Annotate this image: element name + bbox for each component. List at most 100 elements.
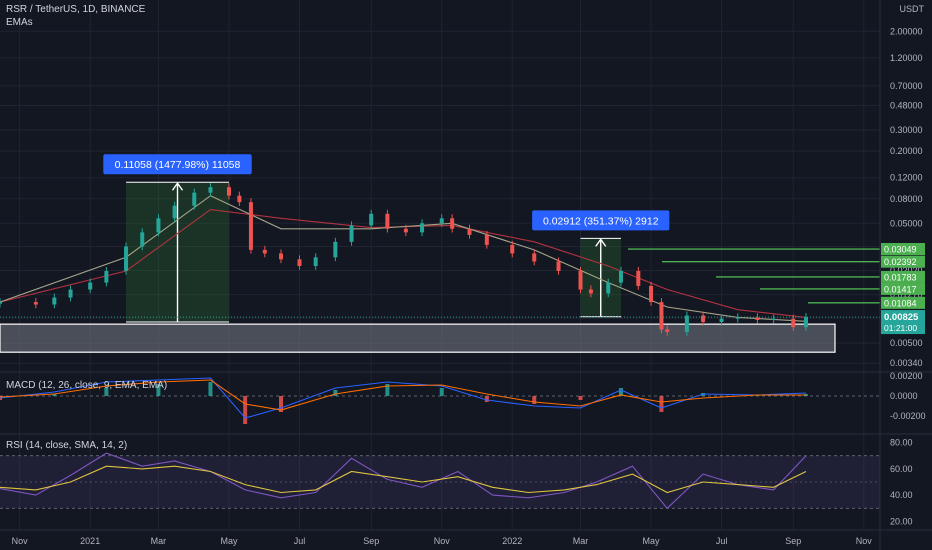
candle-body xyxy=(278,253,283,260)
macd-histogram-bar xyxy=(618,388,623,396)
rsi-title[interactable]: RSI (14, close, SMA, 14, 2) xyxy=(6,440,128,451)
last-price-value: 0.00825 xyxy=(884,312,919,323)
macd-tick-label: 0.0000 xyxy=(890,391,918,401)
last-price-countdown: 01:21:00 xyxy=(884,323,917,333)
price-tick-label: 0.70000 xyxy=(890,81,923,91)
candle-body xyxy=(420,223,425,233)
price-tick-label: 0.12000 xyxy=(890,173,923,183)
candle-body xyxy=(556,261,561,271)
last-price-bg xyxy=(881,310,925,335)
macd-histogram-bar xyxy=(52,394,57,396)
candle-body xyxy=(262,249,267,254)
rsi-tick-label: 60.00 xyxy=(890,464,913,474)
candle-body xyxy=(791,318,796,328)
target-label: 0.01084 xyxy=(884,298,917,308)
rsi-tick-label: 80.00 xyxy=(890,438,913,448)
candle-body xyxy=(369,213,374,226)
time-tick-label: Nov xyxy=(434,536,451,546)
macd-title[interactable]: MACD (12, 26, close, 9, EMA, EMA) xyxy=(6,380,168,391)
candle-body xyxy=(659,302,664,330)
macd-histogram-bar xyxy=(278,396,283,412)
indicator-label[interactable]: EMAs xyxy=(6,17,33,28)
measure-label: 0.11058 (1477.98%) 11058 xyxy=(115,159,241,171)
measure-label: 0.02912 (351.37%) 2912 xyxy=(543,215,659,227)
candle-body xyxy=(297,259,302,267)
price-tick-label: 0.08000 xyxy=(890,194,923,204)
macd-signal-line xyxy=(0,379,806,411)
candle-body xyxy=(701,315,706,323)
price-tick-label: 0.00500 xyxy=(890,338,923,348)
candle-body xyxy=(684,315,689,332)
candle-body xyxy=(510,244,515,254)
support-zone xyxy=(0,323,836,353)
price-tick-label: 0.30000 xyxy=(890,125,923,135)
price-tick-label: 0.02020 xyxy=(890,265,923,275)
candle-body xyxy=(0,302,2,304)
macd-histogram-bar xyxy=(156,384,161,396)
candle-body xyxy=(649,285,654,303)
time-tick-label: Jul xyxy=(294,536,306,546)
time-tick-label: Nov xyxy=(12,536,29,546)
candle-body xyxy=(333,241,338,258)
macd-tick-label: -0.00200 xyxy=(890,411,926,421)
price-tick-label: 2.00000 xyxy=(890,26,923,36)
candle-body xyxy=(403,228,408,233)
target-label: 0.03049 xyxy=(884,245,917,255)
candle-body xyxy=(467,228,472,235)
price-tick-label: 0.48000 xyxy=(890,101,923,111)
target-label-bg xyxy=(881,255,925,268)
candle-body xyxy=(735,317,740,319)
price-tick-label: 1.20000 xyxy=(890,53,923,63)
time-tick-label: Nov xyxy=(856,536,873,546)
candle-body xyxy=(636,270,641,286)
candle-body xyxy=(532,253,537,262)
time-tick-label: 2022 xyxy=(502,536,522,546)
target-label: 0.01417 xyxy=(884,284,917,294)
candle-body xyxy=(124,246,129,271)
candle-body xyxy=(719,318,724,323)
candle-body xyxy=(52,297,57,305)
macd-line xyxy=(0,377,807,419)
price-axis: 2.00000 1.20000 0.70000 0.48000 0.30000 0.200… xyxy=(881,26,926,526)
time-tick-label: 2021 xyxy=(80,536,100,546)
time-tick-label: Mar xyxy=(573,536,589,546)
time-tick-label: May xyxy=(643,536,661,546)
time-tick-label: Sep xyxy=(363,536,379,546)
candle-body xyxy=(450,218,455,229)
candle-body xyxy=(803,317,808,328)
candle-body xyxy=(88,282,93,290)
currency-unit: USDT xyxy=(899,4,925,14)
macd-tick-label: 0.00200 xyxy=(890,371,923,381)
target-label-bg xyxy=(881,282,925,295)
macd-histogram-bar xyxy=(578,396,583,400)
time-tick-label: Mar xyxy=(151,536,167,546)
macd-pane[interactable] xyxy=(0,377,880,424)
candle-body xyxy=(140,232,145,247)
candle-body xyxy=(755,317,760,320)
macd-histogram-bar xyxy=(659,396,664,412)
rsi-line xyxy=(0,452,807,510)
macd-histogram-bar xyxy=(333,390,338,396)
candle-body xyxy=(771,318,776,320)
target-label-bg xyxy=(881,296,925,309)
time-tick-label: Sep xyxy=(785,536,801,546)
candle-body xyxy=(156,218,161,233)
candle-body xyxy=(578,270,583,290)
price-tick-label: 0.00340 xyxy=(890,358,923,368)
candle-body xyxy=(33,302,38,305)
symbol-title[interactable]: RSR / TetherUS, 1D, BINANCE xyxy=(6,4,146,15)
measure-arrow-head xyxy=(595,238,607,247)
rsi-tick-label: 40.00 xyxy=(890,490,913,500)
candle-body xyxy=(226,187,231,196)
price-tick-label: 0.20000 xyxy=(890,146,923,156)
candle-body xyxy=(588,289,593,294)
candle-body xyxy=(349,225,354,242)
candle-body xyxy=(104,270,109,283)
macd-histogram-bar xyxy=(532,396,537,404)
rsi-pane[interactable] xyxy=(0,452,880,510)
time-axis: Nov 2021 Mar May Jul Sep Nov 2022 Mar May Jul Sep No… xyxy=(12,536,873,546)
